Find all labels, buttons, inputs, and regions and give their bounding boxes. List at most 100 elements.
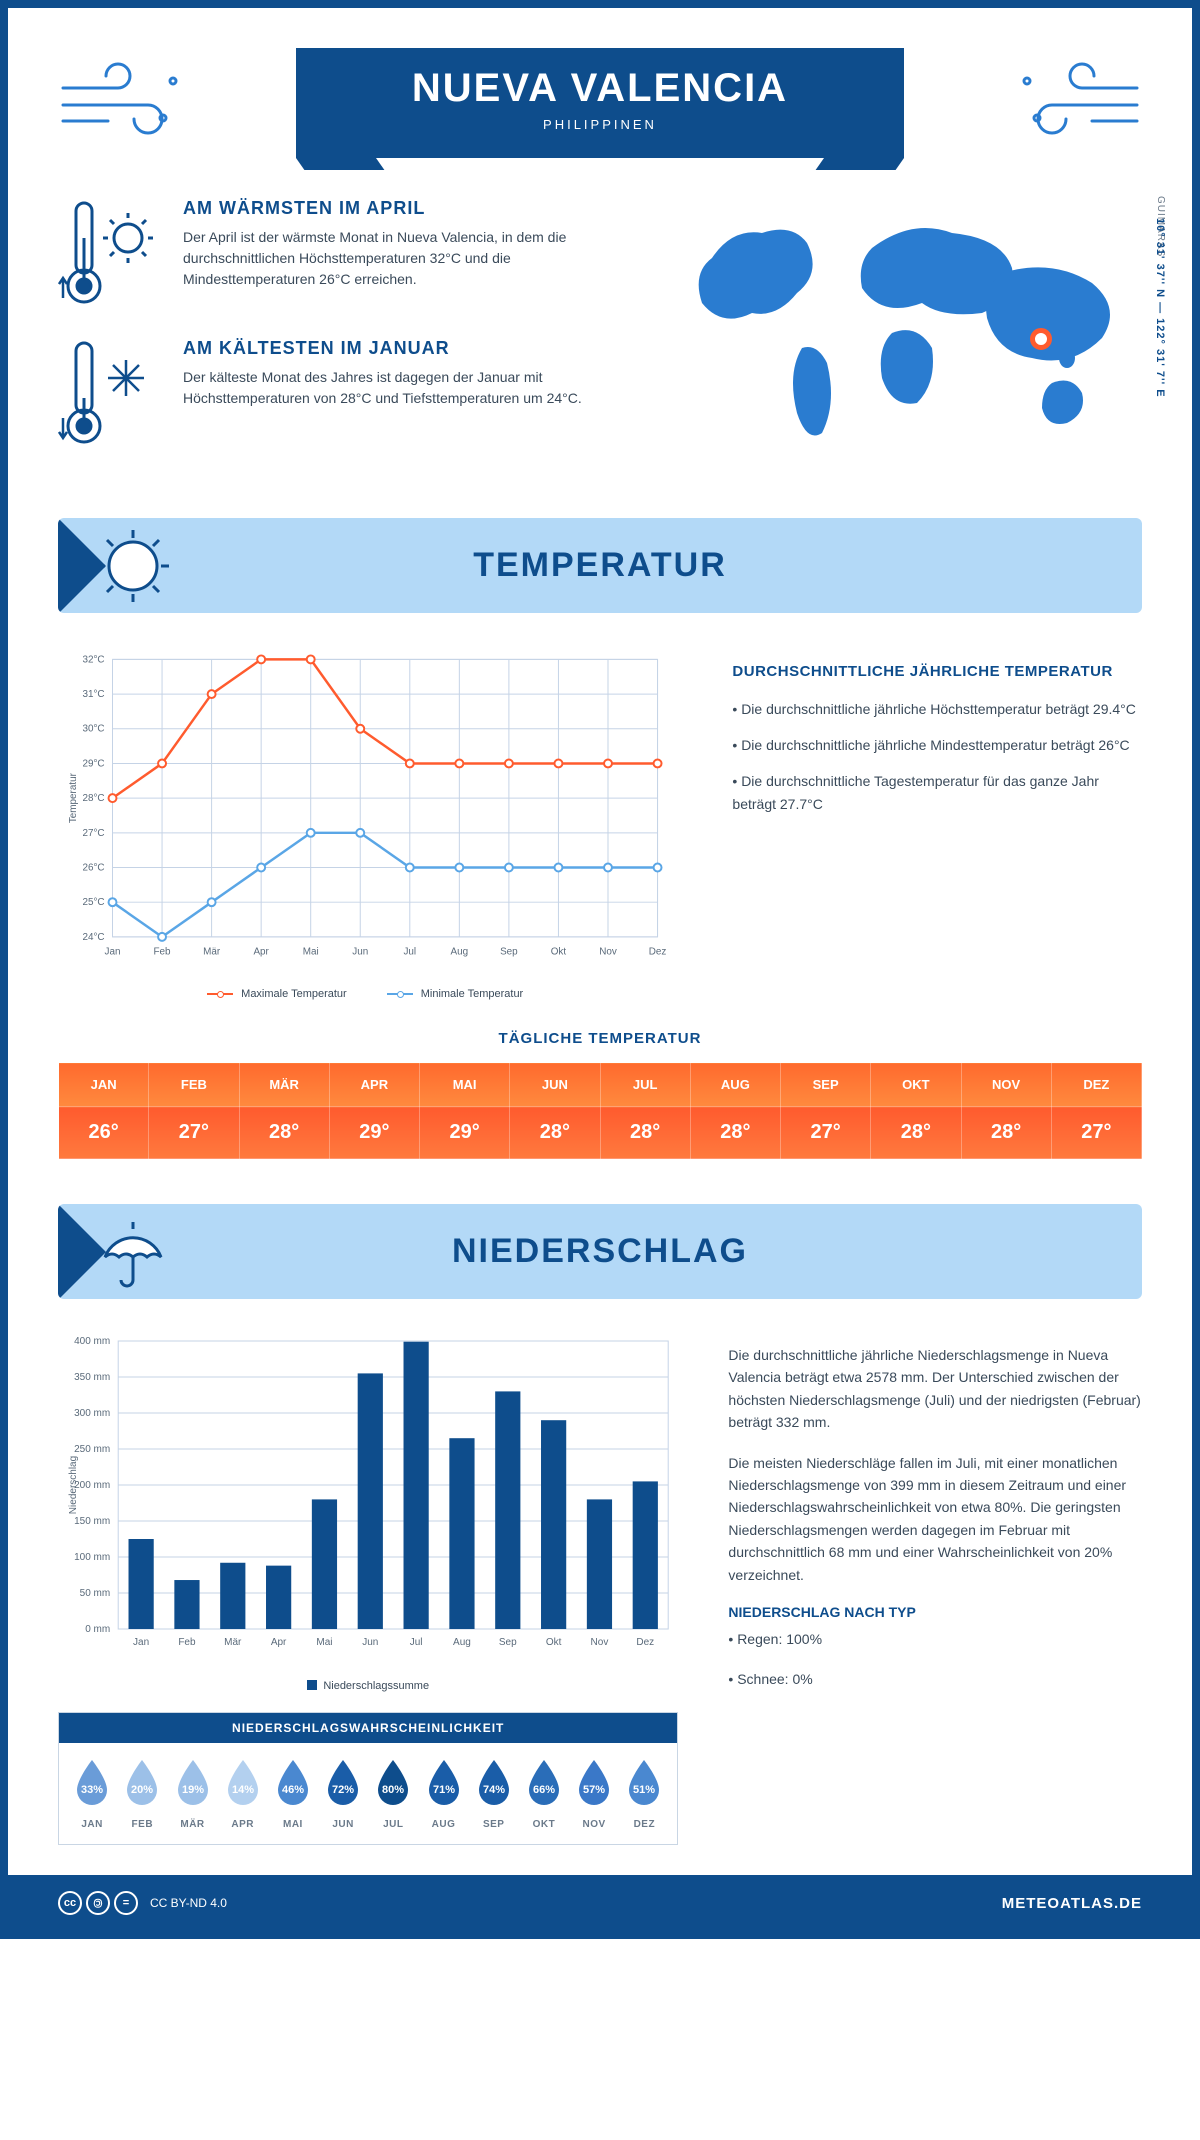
section-header-temperature: TEMPERATUR	[58, 518, 1142, 613]
sun-icon	[93, 526, 173, 606]
svg-text:Mär: Mär	[224, 1637, 242, 1648]
svg-text:27°C: 27°C	[82, 828, 104, 839]
header: NUEVA VALENCIA PHILIPPINEN	[58, 48, 1142, 158]
cc-icons: cc🄯=	[58, 1891, 138, 1915]
svg-text:46%: 46%	[282, 1784, 304, 1796]
svg-text:25°C: 25°C	[82, 897, 104, 908]
temp-info-line: • Die durchschnittliche jährliche Höchst…	[732, 698, 1142, 722]
svg-text:Jan: Jan	[133, 1637, 149, 1648]
svg-text:Aug: Aug	[453, 1637, 471, 1648]
probability-box: NIEDERSCHLAGSWAHRSCHEINLICHKEIT 33% JAN …	[58, 1712, 678, 1845]
temp-info-line: • Die durchschnittliche jährliche Mindes…	[732, 734, 1142, 758]
precip-p1: Die durchschnittliche jährliche Niedersc…	[728, 1344, 1142, 1434]
precip-p2: Die meisten Niederschläge fallen im Juli…	[728, 1452, 1142, 1586]
svg-text:Sep: Sep	[500, 947, 518, 958]
svg-text:Feb: Feb	[178, 1637, 196, 1648]
temp-info-line: • Die durchschnittliche Tagestemperatur …	[732, 770, 1142, 818]
svg-text:Jul: Jul	[403, 947, 416, 958]
svg-text:Dez: Dez	[636, 1637, 654, 1648]
location-title: NUEVA VALENCIA	[296, 66, 903, 111]
svg-text:Jan: Jan	[105, 947, 121, 958]
temperature-chart: 24°C25°C26°C27°C28°C29°C30°C31°C32°CJanF…	[58, 643, 672, 1000]
svg-text:Mär: Mär	[203, 947, 221, 958]
title-plate: NUEVA VALENCIA PHILIPPINEN	[296, 48, 903, 158]
svg-text:29°C: 29°C	[82, 758, 104, 769]
svg-text:26°C: 26°C	[82, 862, 104, 873]
svg-text:Apr: Apr	[253, 947, 269, 958]
svg-text:Okt: Okt	[551, 947, 567, 958]
legend-min: Minimale Temperatur	[421, 988, 524, 1000]
svg-text:20%: 20%	[131, 1784, 153, 1796]
warmest-text: Der April ist der wärmste Monat in Nueva…	[183, 227, 622, 290]
probability-drop: 66% OKT	[521, 1757, 567, 1830]
precip-type-title: NIEDERSCHLAG NACH TYP	[728, 1604, 1142, 1620]
svg-text:32°C: 32°C	[82, 654, 104, 665]
probability-drop: 19% MÄR	[169, 1757, 215, 1830]
svg-text:51%: 51%	[633, 1784, 655, 1796]
thermometer-sun-icon	[58, 198, 158, 308]
world-map: GUIMARAS 10° 31' 37'' N — 122° 31' 7'' E	[662, 198, 1142, 478]
legend-max: Maximale Temperatur	[241, 988, 347, 1000]
svg-text:100 mm: 100 mm	[74, 1552, 110, 1563]
probability-drop: 46% MAI	[270, 1757, 316, 1830]
svg-text:Mai: Mai	[303, 947, 319, 958]
svg-text:24°C: 24°C	[82, 932, 104, 943]
svg-text:Mai: Mai	[316, 1637, 332, 1648]
svg-text:300 mm: 300 mm	[74, 1408, 110, 1419]
coldest-title: AM KÄLTESTEN IM JANUAR	[183, 338, 622, 359]
svg-text:33%: 33%	[81, 1784, 103, 1796]
svg-text:Temperatur: Temperatur	[68, 772, 79, 823]
section-header-precipitation: NIEDERSCHLAG	[58, 1204, 1142, 1299]
svg-text:Sep: Sep	[499, 1637, 517, 1648]
precip-type: • Regen: 100%	[728, 1628, 1142, 1650]
probability-drop: 51% DEZ	[621, 1757, 667, 1830]
probability-drop: 80% JUL	[370, 1757, 416, 1830]
warmest-block: AM WÄRMSTEN IM APRIL Der April ist der w…	[58, 198, 622, 308]
svg-text:Niederschlag: Niederschlag	[68, 1456, 79, 1514]
probability-title: NIEDERSCHLAGSWAHRSCHEINLICHKEIT	[59, 1713, 677, 1743]
temp-info-title: DURCHSCHNITTLICHE JÄHRLICHE TEMPERATUR	[732, 663, 1142, 680]
svg-text:0 mm: 0 mm	[85, 1624, 110, 1635]
svg-text:250 mm: 250 mm	[74, 1444, 110, 1455]
wind-icon	[1012, 53, 1142, 143]
precip-legend: Niederschlagssumme	[323, 1680, 429, 1692]
svg-text:74%: 74%	[483, 1784, 505, 1796]
probability-drop: 74% SEP	[471, 1757, 517, 1830]
svg-text:Aug: Aug	[451, 947, 469, 958]
wind-icon	[58, 53, 188, 143]
svg-text:50 mm: 50 mm	[80, 1588, 111, 1599]
section-title: TEMPERATUR	[173, 546, 1027, 585]
probability-drop: 33% JAN	[69, 1757, 115, 1830]
coordinates: 10° 31' 37'' N — 122° 31' 7'' E	[1154, 218, 1166, 398]
svg-text:19%: 19%	[181, 1784, 203, 1796]
svg-text:Okt: Okt	[546, 1637, 562, 1648]
probability-drop: 20% FEB	[119, 1757, 165, 1830]
svg-text:31°C: 31°C	[82, 689, 104, 700]
coldest-text: Der kälteste Monat des Jahres ist dagege…	[183, 367, 622, 409]
precipitation-info: Die durchschnittliche jährliche Niedersc…	[728, 1329, 1142, 1845]
svg-text:14%: 14%	[232, 1784, 254, 1796]
coldest-block: AM KÄLTESTEN IM JANUAR Der kälteste Mona…	[58, 338, 622, 448]
temperature-info: DURCHSCHNITTLICHE JÄHRLICHE TEMPERATUR •…	[732, 643, 1142, 1000]
probability-drop: 71% AUG	[420, 1757, 466, 1830]
probability-drop: 57% NOV	[571, 1757, 617, 1830]
license-text: CC BY-ND 4.0	[150, 1896, 227, 1910]
svg-text:Jul: Jul	[410, 1637, 423, 1648]
svg-text:Dez: Dez	[649, 947, 667, 958]
svg-text:66%: 66%	[533, 1784, 555, 1796]
footer: cc🄯= CC BY-ND 4.0 METEOATLAS.DE	[8, 1875, 1192, 1931]
svg-text:Feb: Feb	[154, 947, 172, 958]
probability-drop: 14% APR	[220, 1757, 266, 1830]
brand: METEOATLAS.DE	[1002, 1895, 1142, 1912]
svg-text:Nov: Nov	[599, 947, 617, 958]
svg-text:400 mm: 400 mm	[74, 1336, 110, 1347]
precipitation-chart: 0 mm50 mm100 mm150 mm200 mm250 mm300 mm3…	[58, 1329, 678, 1669]
section-title: NIEDERSCHLAG	[173, 1232, 1027, 1271]
svg-text:200 mm: 200 mm	[74, 1480, 110, 1491]
svg-text:57%: 57%	[583, 1784, 605, 1796]
svg-text:Apr: Apr	[271, 1637, 287, 1648]
location-country: PHILIPPINEN	[296, 117, 903, 132]
svg-text:30°C: 30°C	[82, 724, 104, 735]
svg-text:150 mm: 150 mm	[74, 1516, 110, 1527]
svg-text:71%: 71%	[433, 1784, 455, 1796]
